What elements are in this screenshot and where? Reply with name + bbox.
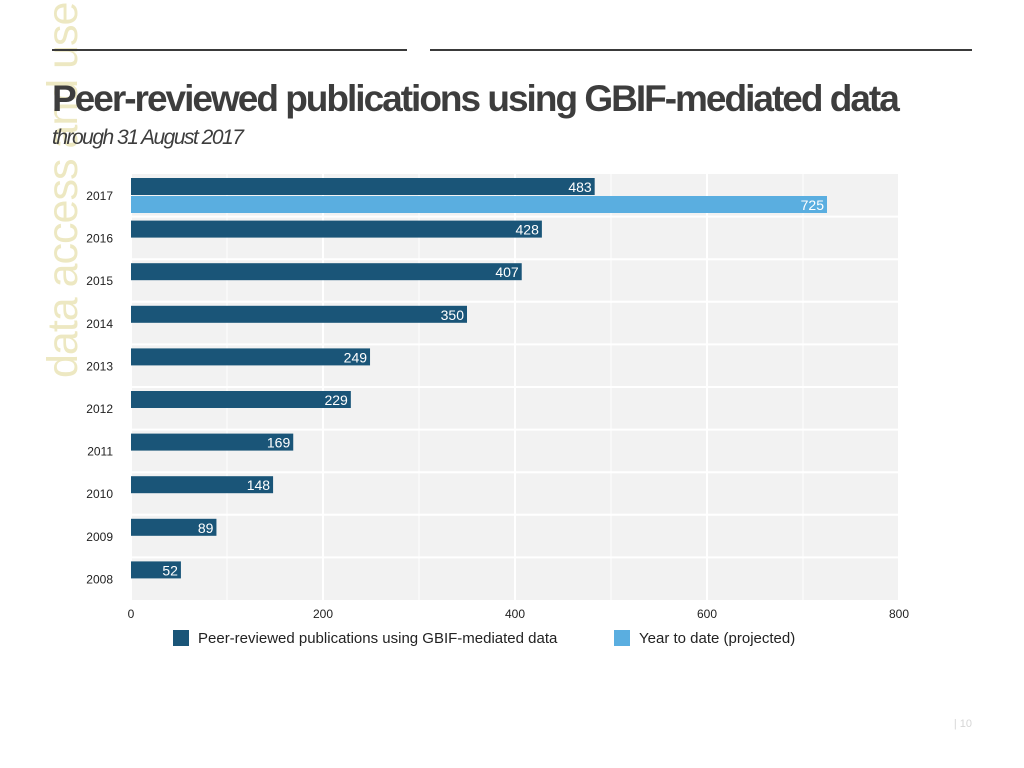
data-label: 350 — [441, 307, 465, 323]
y-tick-label: 2013 — [86, 359, 113, 373]
data-label: 249 — [344, 349, 368, 365]
chart-legend-projected: Year to date (projected) — [614, 630, 795, 647]
data-label: 148 — [247, 477, 271, 493]
page-title: Peer-reviewed publications using GBIF-me… — [52, 78, 900, 119]
page-subtitle: through 31 August 2017 — [52, 126, 244, 149]
bar-publications — [131, 220, 542, 238]
bar-publications — [131, 263, 522, 281]
data-label: 169 — [267, 435, 291, 451]
bar-publications — [131, 561, 181, 579]
y-tick-label: 2016 — [86, 232, 113, 246]
y-tick-label: 2009 — [86, 530, 113, 544]
header-rule-right — [430, 49, 972, 51]
y-tick-label: 2017 — [86, 189, 113, 203]
bar-publications — [131, 433, 294, 451]
header-rule-left — [52, 49, 407, 51]
chart-legend: Peer-reviewed publications using GBIF-me… — [173, 630, 557, 647]
bar-publications — [131, 476, 274, 494]
bar-projected — [131, 196, 827, 213]
data-label: 229 — [324, 392, 348, 408]
x-tick-label: 400 — [505, 607, 525, 621]
data-label: 407 — [495, 264, 519, 280]
data-label: 52 — [162, 562, 178, 578]
x-tick-label: 200 — [313, 607, 333, 621]
bar-publications — [131, 348, 371, 366]
y-tick-label: 2014 — [86, 317, 113, 331]
bar-publications — [131, 178, 595, 195]
data-label: 89 — [198, 520, 214, 536]
y-tick-label: 2015 — [86, 274, 113, 288]
data-label: 428 — [516, 222, 540, 238]
y-tick-label: 2008 — [86, 572, 113, 586]
x-tick-label: 0 — [128, 607, 135, 621]
y-tick-label: 2010 — [86, 487, 113, 501]
data-label-projected: 725 — [801, 197, 825, 213]
bar-publications — [131, 391, 351, 408]
legend-swatch-projected — [614, 630, 630, 646]
bar-publications — [131, 305, 467, 323]
legend-label-projected: Year to date (projected) — [639, 630, 796, 647]
data-label: 483 — [568, 179, 592, 195]
page-number: | 10 — [953, 718, 972, 730]
x-tick-label: 600 — [697, 607, 717, 621]
legend-swatch-publications — [173, 630, 189, 646]
x-tick-label: 800 — [889, 607, 909, 621]
legend-label-publications: Peer-reviewed publications using GBIF-me… — [198, 630, 558, 647]
y-tick-label: 2012 — [86, 402, 113, 416]
y-tick-label: 2011 — [87, 445, 113, 459]
bar-publications — [131, 518, 217, 536]
